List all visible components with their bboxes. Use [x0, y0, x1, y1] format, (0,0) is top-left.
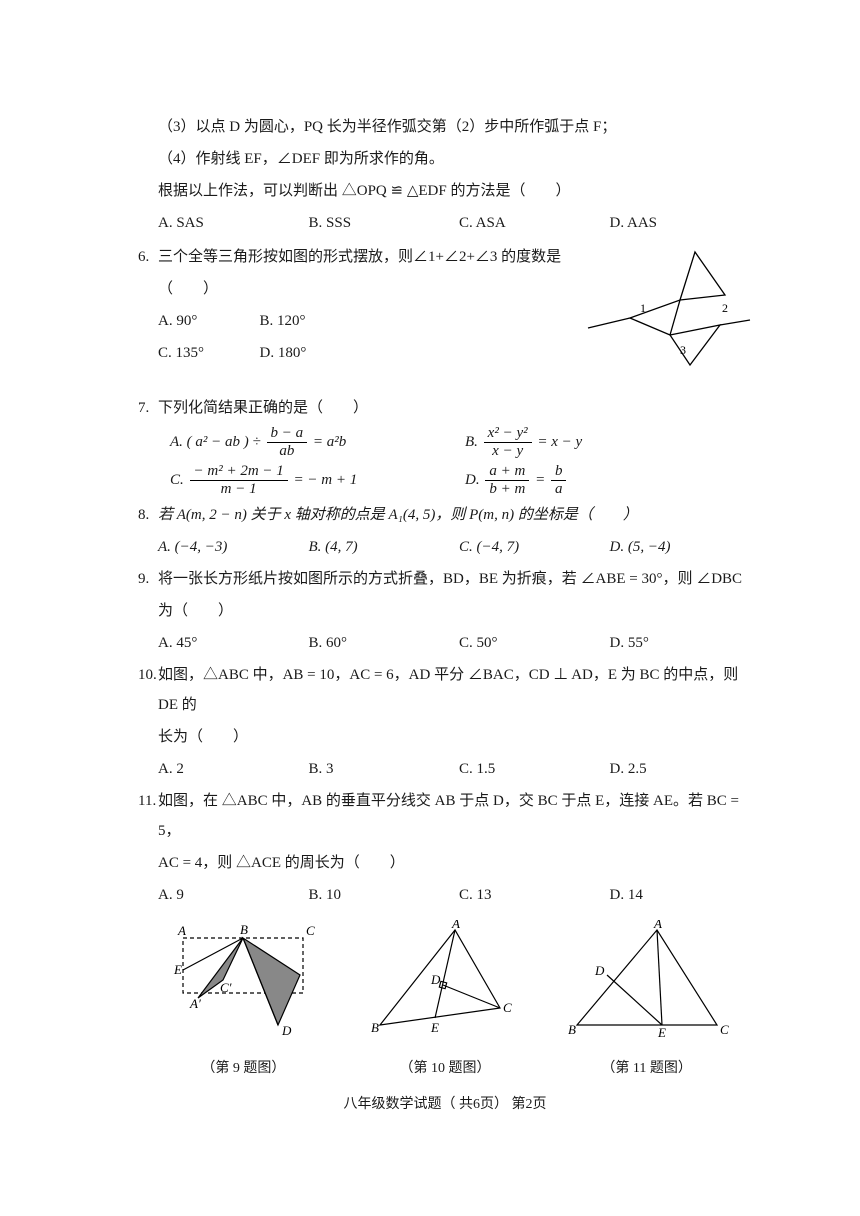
- figure-11-caption: （第 11 题图）: [562, 1055, 732, 1083]
- f9-Cp: C′: [220, 980, 232, 995]
- q9-stem1: 9.将一张长方形纸片按如图所示的方式折叠，BD，BE 为折痕，若 ∠ABE = …: [130, 564, 760, 594]
- f11-B: B: [568, 1022, 576, 1037]
- q7-opts-row1: A. ( a² − ab ) ÷ b − aab = a²b B. x² − y…: [130, 425, 760, 461]
- exam-page: （3）以点 D 为圆心，PQ 长为半径作弧交第（2）步中所作弧于点 F； （4）…: [0, 0, 860, 1179]
- figure-9-caption: （第 9 题图）: [158, 1055, 328, 1083]
- q9-opt-a: A. 45°: [158, 628, 309, 658]
- q8-opt-b: B. (4, 7): [309, 532, 460, 562]
- q6-opt-d: D. 180°: [260, 338, 362, 368]
- f9-C: C: [306, 923, 315, 938]
- q6: 6.三个全等三角形按如图的形式摆放，则∠1+∠2+∠3 的度数是 （ ） A. …: [130, 240, 760, 391]
- q8-opt-a: A. (−4, −3): [158, 532, 309, 562]
- q11-opt-d: D. 14: [610, 880, 761, 910]
- q5-opt-b: B. SSS: [309, 208, 460, 238]
- q5-opt-c: C. ASA: [459, 208, 610, 238]
- q11-opt-b: B. 10: [309, 880, 460, 910]
- q9-opt-d: D. 55°: [610, 628, 761, 658]
- f10-D: D: [430, 972, 441, 987]
- f11-C: C: [720, 1022, 729, 1037]
- q10-opt-a: A. 2: [158, 754, 309, 784]
- q8-opt-c: C. (−4, 7): [459, 532, 610, 562]
- f10-A: A: [451, 920, 460, 931]
- figure-9: A B C E A′ C′ D （第 9 题图）: [158, 920, 328, 1083]
- q10-options: A. 2 B. 3 C. 1.5 D. 2.5: [130, 754, 760, 784]
- figure-10: A B C D E （第 10 题图）: [365, 920, 525, 1083]
- f11-E: E: [657, 1025, 666, 1040]
- q9-stem2: 为（ ）: [130, 596, 760, 626]
- f11-A: A: [653, 920, 662, 931]
- q6-label-3: 3: [680, 343, 686, 357]
- q11-options: A. 9 B. 10 C. 13 D. 14: [130, 880, 760, 910]
- f10-B: B: [371, 1020, 379, 1035]
- q8-options: A. (−4, −3) B. (4, 7) C. (−4, 7) D. (5, …: [130, 532, 760, 562]
- figure-10-caption: （第 10 题图）: [365, 1055, 525, 1083]
- q5-options: A. SAS B. SSS C. ASA D. AAS: [130, 208, 760, 238]
- q9-opt-b: B. 60°: [309, 628, 460, 658]
- figure-row: A B C E A′ C′ D （第 9 题图）: [130, 920, 760, 1083]
- q7-opt-a: A. ( a² − ab ) ÷ b − aab = a²b: [170, 425, 465, 461]
- q6-figure: 1 2 3: [564, 240, 760, 391]
- f10-C: C: [503, 1000, 512, 1015]
- page-footer: 八年级数学试题（ 共6页） 第2页: [130, 1091, 760, 1119]
- q6-stem: 6.三个全等三角形按如图的形式摆放，则∠1+∠2+∠3 的度数是: [130, 242, 564, 272]
- f9-E: E: [173, 962, 182, 977]
- q5-stem: 根据以上作法，可以判断出 △OPQ ≌ △EDF 的方法是（ ）: [130, 176, 760, 206]
- q5-opt-a: A. SAS: [158, 208, 309, 238]
- q6-opt-c: C. 135°: [158, 338, 260, 368]
- q5-step3: （3）以点 D 为圆心，PQ 长为半径作弧交第（2）步中所作弧于点 F；: [130, 112, 760, 142]
- f9-B: B: [240, 922, 248, 937]
- q10-opt-c: C. 1.5: [459, 754, 610, 784]
- q8-stem: 8.若 A(m, 2 − n) 关于 x 轴对称的点是 A₁(4, 5)，则 P…: [130, 500, 760, 530]
- q9-options: A. 45° B. 60° C. 50° D. 55°: [130, 628, 760, 658]
- f9-Ap: A′: [189, 996, 201, 1011]
- q11-opt-c: C. 13: [459, 880, 610, 910]
- q5-step4: （4）作射线 EF，∠DEF 即为所求作的角。: [130, 144, 760, 174]
- q7-opt-b: B. x² − y²x − y = x − y: [465, 425, 760, 461]
- figure-11: A B C D E （第 11 题图）: [562, 920, 732, 1083]
- q7-opt-d: D. a + mb + m = ba: [465, 463, 760, 499]
- q6-opt-a: A. 90°: [158, 306, 260, 336]
- q6-opts-row2: C. 135° D. 180°: [130, 338, 564, 368]
- q10-stem1: 10.如图，△ABC 中，AB = 10，AC = 6，AD 平分 ∠BAC，C…: [130, 660, 760, 720]
- q10-stem2: 长为（ ）: [130, 722, 760, 752]
- q10-opt-b: B. 3: [309, 754, 460, 784]
- q6-label-2: 2: [722, 301, 728, 315]
- f11-D: D: [594, 963, 605, 978]
- q6-blank: （ ）: [130, 274, 564, 304]
- q11-stem2: AC = 4，则 △ACE 的周长为（ ）: [130, 848, 760, 878]
- q8-opt-d: D. (5, −4): [610, 532, 761, 562]
- q7-stem: 7.下列化简结果正确的是（ ）: [130, 393, 760, 423]
- q9-opt-c: C. 50°: [459, 628, 610, 658]
- f10-E: E: [430, 1020, 439, 1035]
- q11-opt-a: A. 9: [158, 880, 309, 910]
- q6-opt-b: B. 120°: [260, 306, 362, 336]
- q6-opts-row1: A. 90° B. 120°: [130, 306, 564, 336]
- q7-opt-c: C. − m² + 2m − 1m − 1 = − m + 1: [170, 463, 465, 499]
- f9-D: D: [281, 1023, 292, 1038]
- q5-opt-d: D. AAS: [610, 208, 761, 238]
- q6-label-1: 1: [640, 301, 646, 315]
- q11-stem1: 11.如图，在 △ABC 中，AB 的垂直平分线交 AB 于点 D，交 BC 于…: [130, 786, 760, 846]
- f9-A: A: [177, 923, 186, 938]
- q10-opt-d: D. 2.5: [610, 754, 761, 784]
- q7-opts-row2: C. − m² + 2m − 1m − 1 = − m + 1 D. a + m…: [130, 463, 760, 499]
